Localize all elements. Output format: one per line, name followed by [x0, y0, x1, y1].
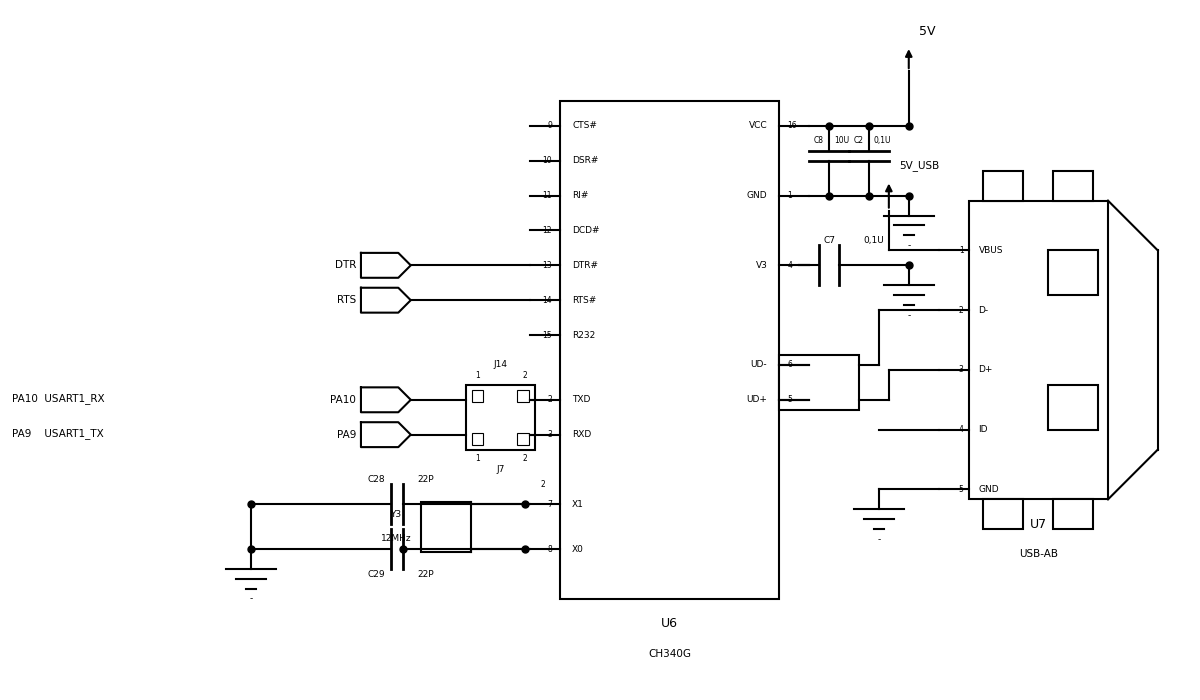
Text: -: - [877, 535, 881, 544]
Text: CTS#: CTS# [572, 121, 596, 130]
Text: RI#: RI# [572, 191, 588, 200]
Bar [517, 433, 529, 445]
Text: 3: 3 [959, 365, 964, 375]
Text: 2: 2 [522, 372, 527, 380]
Text: 1: 1 [475, 454, 480, 463]
Text: 5V_USB: 5V_USB [899, 160, 940, 172]
Bar [466, 385, 535, 449]
Bar [984, 171, 1024, 201]
Text: 16: 16 [787, 121, 797, 130]
Text: 15: 15 [542, 330, 552, 340]
Text: PA9: PA9 [336, 430, 356, 440]
Bar [779, 355, 859, 409]
Text: 5V: 5V [919, 25, 935, 38]
Text: UD-: UD- [751, 360, 767, 370]
Bar [472, 433, 484, 445]
Text: VCC: VCC [749, 121, 767, 130]
Text: 1: 1 [787, 191, 792, 200]
Text: C7: C7 [823, 236, 835, 245]
Text: 11: 11 [542, 191, 552, 200]
Text: R232: R232 [572, 330, 595, 340]
Text: -: - [250, 594, 253, 603]
Text: 13: 13 [542, 261, 552, 270]
Text: U7: U7 [1030, 518, 1046, 531]
Text: PA10  USART1_RX: PA10 USART1_RX [12, 393, 104, 405]
Bar [472, 390, 484, 402]
Text: CH340G: CH340G [648, 649, 691, 659]
Text: 5: 5 [787, 395, 792, 405]
Bar [1049, 251, 1098, 295]
Text: D+: D+ [978, 365, 992, 375]
Text: X1: X1 [572, 500, 584, 509]
Text: C29: C29 [367, 570, 385, 579]
Text: GND: GND [978, 485, 1000, 494]
Text: C8: C8 [814, 136, 824, 146]
Text: D-: D- [978, 306, 989, 315]
Text: 2: 2 [547, 395, 552, 405]
Text: DCD#: DCD# [572, 226, 600, 235]
Text: 2: 2 [959, 306, 964, 315]
Text: 4: 4 [787, 261, 792, 270]
Text: 7: 7 [547, 500, 552, 509]
Text: V3: V3 [756, 261, 767, 270]
Text: 0,1U: 0,1U [874, 136, 892, 146]
Text: 0,1U: 0,1U [864, 236, 884, 245]
Text: ID: ID [978, 425, 988, 434]
Text: 2: 2 [540, 480, 545, 489]
Text: -: - [907, 311, 911, 320]
Text: DTR#: DTR# [572, 261, 598, 270]
Text: GND: GND [746, 191, 767, 200]
Text: PA10: PA10 [330, 395, 356, 405]
Text: 14: 14 [542, 295, 552, 304]
Text: 1: 1 [959, 246, 964, 255]
Text: PA9    USART1_TX: PA9 USART1_TX [12, 428, 104, 439]
Text: RTS#: RTS# [572, 295, 596, 304]
Text: 4: 4 [959, 425, 964, 434]
Text: 2: 2 [522, 454, 527, 463]
Text: 5: 5 [959, 485, 964, 494]
Text: 6: 6 [787, 360, 792, 370]
Text: DSR#: DSR# [572, 156, 599, 165]
Text: RTS: RTS [337, 295, 356, 305]
Bar [1049, 385, 1098, 430]
Text: USB-AB: USB-AB [1019, 550, 1057, 559]
Text: C2: C2 [854, 136, 864, 146]
Text: Y3: Y3 [390, 510, 401, 519]
Text: 1: 1 [475, 372, 480, 380]
Text: U6: U6 [661, 617, 678, 631]
Text: C28: C28 [367, 475, 385, 484]
Text: RXD: RXD [572, 430, 592, 439]
Text: J7: J7 [497, 465, 504, 474]
Text: 22P: 22P [418, 570, 434, 579]
Bar [560, 101, 779, 599]
Bar [968, 201, 1108, 499]
Text: J14: J14 [493, 360, 508, 370]
Text: UD+: UD+ [746, 395, 767, 405]
Bar [984, 499, 1024, 529]
Bar [1054, 171, 1093, 201]
Text: 12MHz: 12MHz [380, 534, 412, 543]
Text: VBUS: VBUS [978, 246, 1003, 255]
Text: 22P: 22P [418, 475, 434, 484]
Text: 8: 8 [547, 545, 552, 554]
Text: TXD: TXD [572, 395, 590, 405]
Text: 9: 9 [547, 121, 552, 130]
Text: DTR: DTR [335, 260, 356, 270]
Bar [421, 502, 470, 552]
Text: 12: 12 [542, 226, 552, 235]
Bar [517, 390, 529, 402]
Bar [1054, 499, 1093, 529]
Text: -: - [907, 241, 911, 250]
Text: X0: X0 [572, 545, 584, 554]
Text: 10U: 10U [834, 136, 850, 146]
Text: 3: 3 [547, 430, 552, 439]
Text: 10: 10 [542, 156, 552, 165]
